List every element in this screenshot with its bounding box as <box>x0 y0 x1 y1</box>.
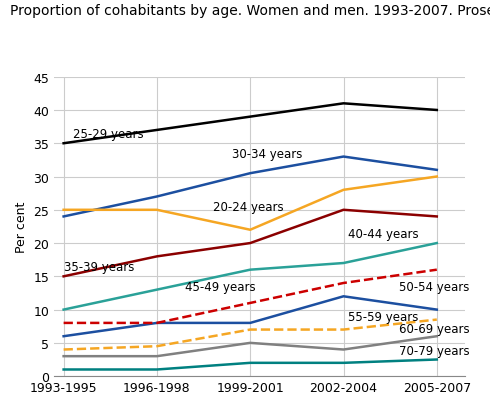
Text: 30-34 years: 30-34 years <box>232 147 302 160</box>
Text: 40-44 years: 40-44 years <box>348 227 419 240</box>
Text: 70-79 years: 70-79 years <box>399 344 470 357</box>
Text: 60-69 years: 60-69 years <box>399 322 470 335</box>
Text: 55-59 years: 55-59 years <box>348 310 418 323</box>
Text: 50-54 years: 50-54 years <box>399 280 470 293</box>
Y-axis label: Per cent: Per cent <box>15 201 28 252</box>
Text: Proportion of cohabitants by age. Women and men. 1993-2007. Prosent: Proportion of cohabitants by age. Women … <box>10 4 490 18</box>
Text: 20-24 years: 20-24 years <box>213 200 284 213</box>
Text: 45-49 years: 45-49 years <box>185 280 255 293</box>
Text: 35-39 years: 35-39 years <box>64 260 134 273</box>
Text: 25-29 years: 25-29 years <box>73 128 144 140</box>
